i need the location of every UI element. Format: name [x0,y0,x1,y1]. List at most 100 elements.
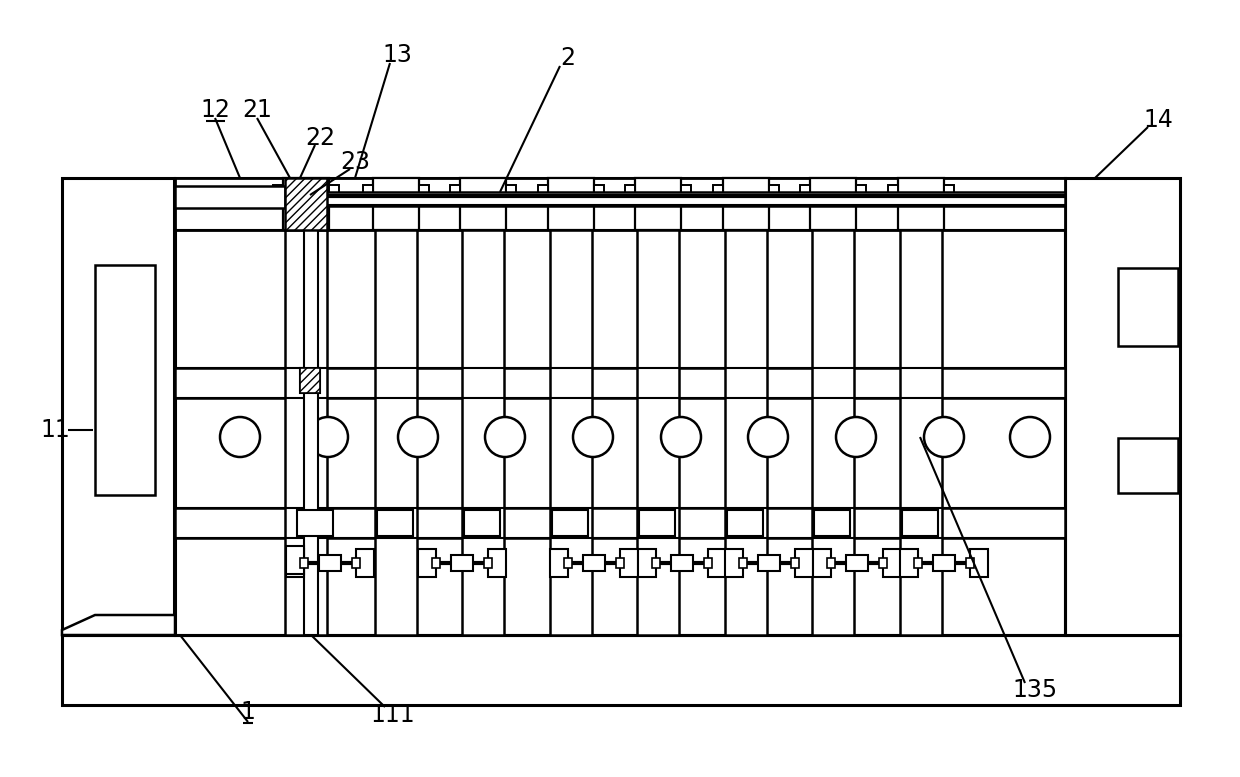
Bar [813,510,849,536]
Bar [356,549,374,577]
Bar [813,549,831,577]
Circle shape [485,417,525,457]
Circle shape [1011,417,1050,457]
Bar [758,555,780,571]
Bar [900,230,942,635]
Bar [418,549,436,577]
Bar [283,178,329,230]
Bar [1065,178,1180,635]
Bar [652,558,660,568]
Bar [900,549,918,577]
Bar [704,558,712,568]
Polygon shape [62,615,175,635]
Bar [723,178,769,230]
Bar [846,555,868,571]
Bar [298,510,334,536]
Bar [1118,268,1178,346]
Bar [791,558,799,568]
Bar [175,178,1065,635]
Bar [856,185,866,200]
Bar [300,558,308,568]
Bar [966,558,973,568]
Bar [635,178,681,230]
Circle shape [748,417,787,457]
Circle shape [398,417,438,457]
Bar [883,549,901,577]
Bar [914,558,923,568]
Bar [304,230,317,635]
Text: 13: 13 [382,43,412,67]
Bar [620,549,639,577]
Text: 12: 12 [200,98,229,122]
Bar [625,185,635,200]
Bar [175,192,1065,206]
Bar [727,510,763,536]
Bar [713,185,723,200]
Bar [944,185,954,200]
Bar [639,549,656,577]
Bar [175,186,285,208]
Bar [879,558,887,568]
Bar [970,549,988,577]
Bar [451,555,472,571]
Bar [800,185,810,200]
Bar [551,230,591,635]
Bar [810,178,856,230]
Bar [583,555,605,571]
Bar [548,178,594,230]
Bar [374,230,417,635]
Bar [739,558,746,568]
Bar [464,510,500,536]
Bar [463,230,503,635]
Bar [352,558,360,568]
Bar [769,185,779,200]
Bar [273,185,283,200]
Bar [175,508,1065,538]
Circle shape [836,417,875,457]
Bar [363,185,373,200]
Bar [538,185,548,200]
Bar [725,549,743,577]
Bar [681,185,691,200]
Bar [300,368,320,393]
Bar [450,185,460,200]
Text: 111: 111 [371,703,415,727]
Circle shape [661,417,701,457]
Bar [671,555,693,571]
Bar [795,549,813,577]
Bar [812,230,854,635]
Bar [419,185,429,200]
Bar [898,178,944,230]
Text: 11: 11 [40,418,69,442]
Bar [637,230,680,635]
Text: 135: 135 [1012,678,1058,702]
Bar [285,230,327,635]
Bar [175,178,1065,230]
Bar [460,178,506,230]
Bar [175,368,1065,398]
Bar [377,510,413,536]
Bar [484,558,492,568]
Bar [95,265,155,495]
Text: 21: 21 [242,98,272,122]
Bar [300,368,320,393]
Circle shape [308,417,348,457]
Bar [329,185,339,200]
Bar [286,549,304,577]
Bar [639,510,675,536]
Bar [373,178,419,230]
Bar [285,178,327,230]
Bar [827,558,835,568]
Bar [932,555,955,571]
Bar [564,558,572,568]
Bar [888,185,898,200]
Text: 23: 23 [340,150,370,174]
Bar [286,546,304,574]
Text: 2: 2 [560,46,575,70]
Circle shape [924,417,963,457]
Bar [725,230,768,635]
Bar [432,558,440,568]
Text: 1: 1 [241,700,255,724]
Bar [1118,438,1178,493]
Bar [901,510,937,536]
